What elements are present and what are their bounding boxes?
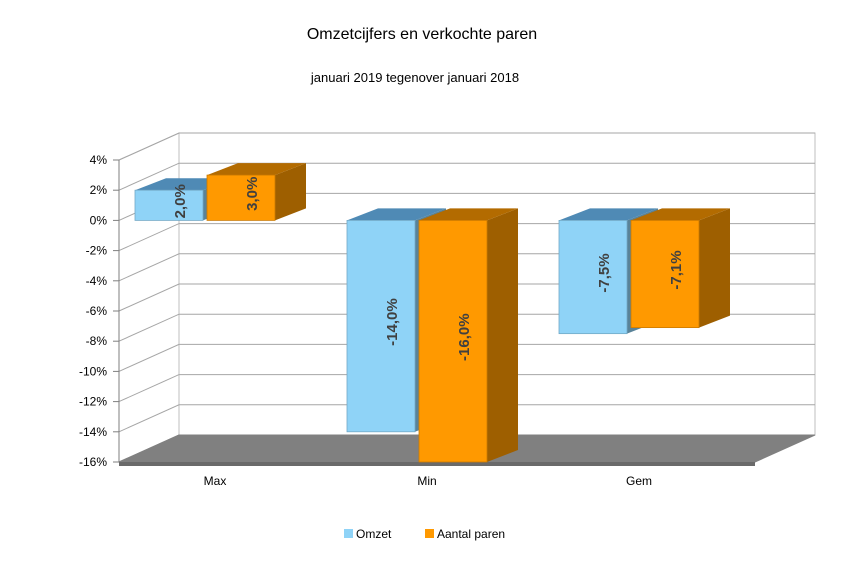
y-tick-label: 2% — [90, 183, 108, 197]
bar-side — [275, 163, 306, 221]
gridline — [118, 343, 815, 372]
legend-swatch — [425, 529, 434, 538]
legend-swatch — [344, 529, 353, 538]
y-tick-label: -4% — [86, 274, 108, 288]
bar-top — [347, 208, 446, 221]
gridline — [118, 132, 815, 161]
gridline — [118, 162, 815, 191]
bar-side — [487, 208, 518, 462]
chart-title: Omzetcijfers en verkochte paren — [307, 26, 537, 43]
data-label: -7,1% — [668, 250, 685, 289]
y-tick-label: -8% — [86, 334, 108, 348]
x-tick-label: Gem — [626, 474, 652, 488]
legend-item-aantal-paren: Aantal paren — [425, 527, 505, 541]
y-tick-label: -16% — [79, 455, 107, 469]
data-label: 2,0% — [172, 184, 189, 218]
bar-front — [206, 174, 276, 221]
bar-gem-aantal-paren: -7,1% — [630, 208, 730, 329]
y-tick-label: -2% — [86, 244, 108, 258]
legend: Omzet Aantal paren — [344, 527, 505, 541]
data-label: 3,0% — [244, 177, 261, 211]
bar-top — [419, 208, 518, 221]
gridline — [118, 404, 815, 433]
y-tick-label: -14% — [79, 425, 107, 439]
legend-label: Omzet — [356, 527, 392, 541]
bar-front — [630, 219, 700, 329]
y-tick-label: -10% — [79, 364, 107, 378]
y-tick-label: 0% — [90, 213, 108, 227]
x-tick-label: Min — [417, 474, 436, 488]
x-axis: Max Min Gem — [204, 474, 652, 488]
y-tick-label: 4% — [90, 153, 108, 167]
x-tick-label: Max — [204, 474, 227, 488]
bar-top — [207, 163, 306, 176]
bar-front — [418, 219, 488, 463]
chart-subtitle: januari 2019 tegenover januari 2018 — [310, 70, 519, 85]
bar-top — [559, 208, 658, 221]
data-label: -14,0% — [384, 298, 401, 346]
floor-edge — [119, 462, 755, 466]
y-axis: 4% 2% 0% -2% -4% -6% -8% -10% -12% -14% -16% — [79, 153, 120, 469]
bar-front — [558, 219, 628, 335]
data-label: -16,0% — [456, 313, 473, 361]
bar-front — [134, 189, 204, 221]
y-tick-label: -6% — [86, 304, 108, 318]
y-tick-label: -12% — [79, 395, 107, 409]
bar-max-aantal-paren: 3,0% — [206, 163, 306, 221]
bar-top — [631, 208, 730, 221]
gridline — [118, 374, 815, 403]
bars: 2,0% 3,0% -14,0% -16,0% -7,5% -7,1% — [134, 163, 730, 463]
data-label: -7,5% — [596, 253, 613, 292]
bar-min-aantal-paren: -16,0% — [418, 208, 518, 463]
legend-item-omzet: Omzet — [344, 527, 392, 541]
bar-front — [346, 219, 416, 433]
legend-label: Aantal paren — [437, 527, 505, 541]
bar-side — [699, 208, 730, 328]
